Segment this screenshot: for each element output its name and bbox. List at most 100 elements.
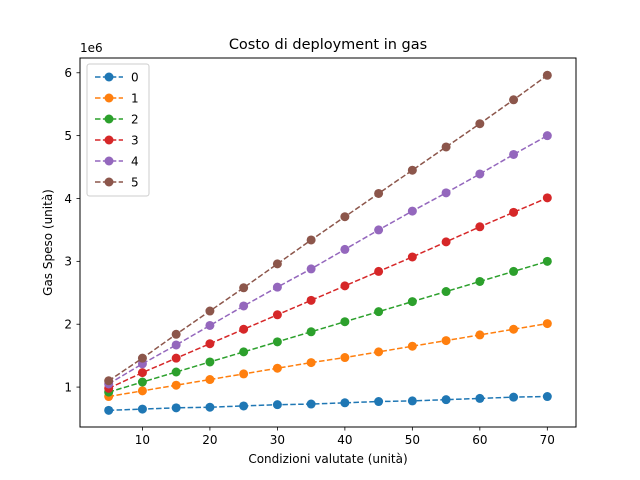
data-point [205, 320, 215, 330]
y-axis-multiplier: 1e6 [80, 41, 103, 55]
data-point [104, 376, 114, 386]
data-point [509, 392, 519, 402]
data-point [542, 319, 552, 329]
data-point [306, 235, 316, 245]
data-point [407, 206, 417, 216]
data-point [374, 347, 384, 357]
data-point [137, 368, 147, 378]
data-point [340, 398, 350, 408]
data-point [137, 386, 147, 396]
data-point [205, 339, 215, 349]
data-point [205, 357, 215, 367]
data-point [239, 283, 249, 293]
data-point [137, 377, 147, 387]
data-point [509, 149, 519, 159]
x-axis-label: Condizioni valutate (unità) [248, 452, 407, 466]
y-tick-label: 4 [64, 192, 72, 206]
data-point [272, 337, 282, 347]
data-point [542, 70, 552, 80]
data-point [171, 340, 181, 350]
data-point [272, 259, 282, 269]
series-line-2 [108, 260, 548, 393]
legend-marker [104, 114, 114, 124]
data-point [509, 266, 519, 276]
legend-label: 4 [131, 154, 139, 168]
data-point [239, 324, 249, 334]
data-point [407, 396, 417, 406]
data-point [171, 353, 181, 363]
series-line-1 [108, 322, 548, 398]
x-tick-label: 40 [337, 433, 352, 447]
data-point [441, 395, 451, 405]
series-1 [104, 319, 552, 402]
data-point [441, 237, 451, 247]
series-line-3 [108, 197, 548, 390]
series-line-0 [108, 395, 548, 412]
data-point [205, 375, 215, 385]
series-2 [104, 256, 552, 397]
x-tick-label: 50 [405, 433, 420, 447]
legend-marker [104, 177, 114, 187]
legend-label: 0 [131, 70, 139, 84]
data-point [306, 264, 316, 274]
x-tick-label: 60 [472, 433, 487, 447]
data-point [137, 404, 147, 414]
series-0 [104, 392, 552, 415]
data-point [340, 281, 350, 291]
y-tick-label: 2 [64, 318, 72, 332]
x-tick-label: 30 [270, 433, 285, 447]
legend-entry: 0 [95, 70, 139, 84]
data-point [441, 142, 451, 152]
data-point [475, 222, 485, 232]
plot-area-frame [79, 57, 577, 428]
y-tick-label: 1 [64, 380, 72, 394]
data-point [509, 324, 519, 334]
data-point [272, 282, 282, 292]
chart-marks [104, 70, 552, 415]
legend-label: 1 [131, 91, 139, 105]
data-point [205, 402, 215, 412]
data-point [509, 207, 519, 217]
data-point [137, 353, 147, 363]
series-line-4 [108, 134, 548, 385]
data-point [374, 225, 384, 235]
legend-entry: 3 [95, 133, 139, 147]
data-point [340, 317, 350, 327]
data-point [509, 95, 519, 105]
data-point [542, 256, 552, 266]
data-point [542, 131, 552, 141]
data-point [171, 380, 181, 390]
x-tick-label: 20 [202, 433, 217, 447]
series-3 [104, 193, 552, 393]
data-point [407, 165, 417, 175]
data-point [374, 307, 384, 317]
data-point [542, 392, 552, 402]
legend-entry: 1 [95, 91, 139, 105]
series-5 [104, 70, 552, 386]
data-point [407, 252, 417, 262]
data-point [542, 193, 552, 203]
y-tick-label: 6 [64, 66, 72, 80]
data-point [407, 297, 417, 307]
data-point [171, 367, 181, 377]
data-point [239, 401, 249, 411]
legend-frame [86, 63, 150, 197]
data-point [475, 393, 485, 403]
data-point [272, 400, 282, 410]
legend-entry: 2 [95, 112, 139, 126]
legend-label: 2 [131, 112, 139, 126]
data-point [407, 341, 417, 351]
data-point [475, 119, 485, 129]
y-tick-label: 5 [64, 129, 72, 143]
legend-entry: 5 [95, 175, 139, 189]
data-point [374, 188, 384, 198]
series-line-5 [108, 74, 548, 382]
series-4 [104, 131, 552, 389]
legend-marker [104, 135, 114, 145]
data-point [239, 347, 249, 357]
legend-entry: 4 [95, 154, 139, 168]
data-point [205, 306, 215, 316]
